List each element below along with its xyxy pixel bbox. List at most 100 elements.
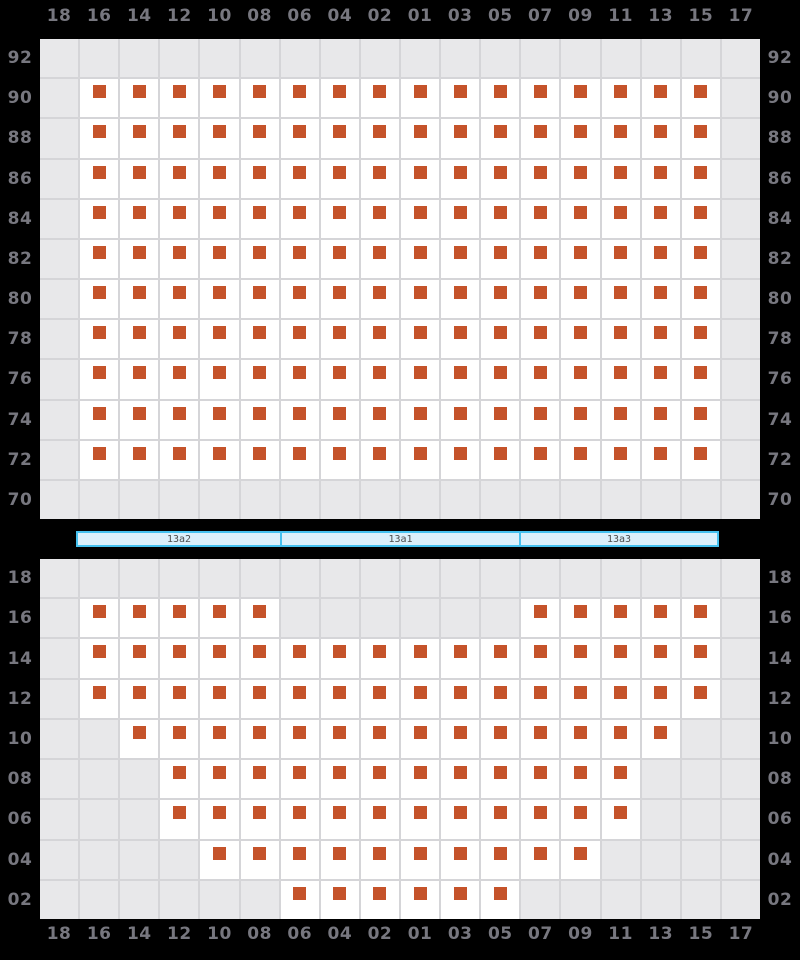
seat-cell[interactable]	[360, 199, 399, 238]
seat-cell[interactable]	[400, 760, 440, 799]
seat-cell[interactable]	[360, 440, 399, 479]
seat-cell[interactable]	[360, 719, 399, 759]
seat-cell[interactable]	[521, 679, 560, 718]
seat-cell[interactable]	[160, 119, 199, 158]
seat-cell[interactable]	[641, 599, 680, 638]
seat-cell[interactable]	[320, 880, 359, 919]
seat-cell[interactable]	[200, 400, 239, 439]
seat-cell[interactable]	[481, 800, 520, 839]
seat-cell[interactable]	[561, 199, 600, 238]
seat-cell[interactable]	[561, 360, 600, 399]
seat-cell[interactable]	[360, 400, 399, 439]
seat-cell[interactable]	[601, 199, 640, 238]
seat-cell[interactable]	[320, 760, 359, 799]
seat-cell[interactable]	[320, 639, 359, 678]
seat-cell[interactable]	[120, 719, 159, 759]
seat-cell[interactable]	[521, 639, 560, 678]
seat-cell[interactable]	[80, 440, 119, 479]
seat-cell[interactable]	[360, 159, 399, 198]
seat-cell[interactable]	[561, 599, 600, 638]
seat-cell[interactable]	[160, 239, 199, 278]
seat-cell[interactable]	[441, 159, 480, 198]
seat-cell[interactable]	[400, 639, 440, 678]
seat-cell[interactable]	[481, 400, 520, 439]
seat-cell[interactable]	[160, 639, 199, 678]
seat-cell[interactable]	[521, 719, 560, 759]
seat-cell[interactable]	[561, 400, 600, 439]
seat-cell[interactable]	[441, 800, 480, 839]
seat-cell[interactable]	[200, 280, 239, 319]
seat-cell[interactable]	[601, 79, 640, 118]
seat-cell[interactable]	[280, 280, 319, 319]
seat-cell[interactable]	[120, 400, 159, 439]
seat-cell[interactable]	[441, 119, 480, 158]
seat-cell[interactable]	[400, 880, 440, 919]
seat-cell[interactable]	[641, 159, 680, 198]
seat-cell[interactable]	[200, 360, 239, 399]
seat-cell[interactable]	[360, 360, 399, 399]
seat-cell[interactable]	[641, 719, 680, 759]
seat-cell[interactable]	[441, 760, 480, 799]
seat-cell[interactable]	[280, 840, 319, 879]
seat-cell[interactable]	[521, 360, 560, 399]
seat-cell[interactable]	[601, 719, 640, 759]
seat-cell[interactable]	[681, 79, 720, 118]
seat-cell[interactable]	[521, 400, 560, 439]
seat-cell[interactable]	[160, 360, 199, 399]
seat-cell[interactable]	[120, 199, 159, 238]
seat-cell[interactable]	[521, 440, 560, 479]
seat-cell[interactable]	[481, 760, 520, 799]
seat-cell[interactable]	[200, 199, 239, 238]
seat-cell[interactable]	[320, 400, 359, 439]
seat-cell[interactable]	[280, 239, 319, 278]
seat-cell[interactable]	[441, 280, 480, 319]
seat-cell[interactable]	[481, 119, 520, 158]
seat-cell[interactable]	[641, 79, 680, 118]
seat-cell[interactable]	[641, 360, 680, 399]
seat-cell[interactable]	[240, 280, 279, 319]
seat-cell[interactable]	[120, 639, 159, 678]
seat-cell[interactable]	[400, 800, 440, 839]
seat-cell[interactable]	[80, 639, 119, 678]
seat-cell[interactable]	[360, 119, 399, 158]
seat-cell[interactable]	[320, 440, 359, 479]
seat-cell[interactable]	[360, 840, 399, 879]
seat-cell[interactable]	[521, 760, 560, 799]
seat-cell[interactable]	[601, 599, 640, 638]
seat-cell[interactable]	[240, 400, 279, 439]
seat-cell[interactable]	[561, 119, 600, 158]
seat-cell[interactable]	[481, 639, 520, 678]
seat-cell[interactable]	[200, 840, 239, 879]
seat-cell[interactable]	[521, 79, 560, 118]
seat-cell[interactable]	[120, 320, 159, 359]
seat-cell[interactable]	[441, 440, 480, 479]
seat-cell[interactable]	[280, 119, 319, 158]
seat-cell[interactable]	[200, 79, 239, 118]
seat-cell[interactable]	[360, 760, 399, 799]
seat-cell[interactable]	[601, 159, 640, 198]
seat-cell[interactable]	[481, 840, 520, 879]
seat-cell[interactable]	[320, 800, 359, 839]
seat-cell[interactable]	[320, 159, 359, 198]
seat-cell[interactable]	[120, 280, 159, 319]
seat-cell[interactable]	[561, 239, 600, 278]
seat-cell[interactable]	[240, 840, 279, 879]
seat-cell[interactable]	[481, 320, 520, 359]
seat-cell[interactable]	[240, 599, 279, 638]
seat-cell[interactable]	[280, 159, 319, 198]
seat-cell[interactable]	[641, 320, 680, 359]
seat-cell[interactable]	[481, 880, 520, 919]
seat-cell[interactable]	[561, 639, 600, 678]
seat-cell[interactable]	[641, 119, 680, 158]
seat-cell[interactable]	[120, 679, 159, 718]
seat-cell[interactable]	[561, 159, 600, 198]
seat-cell[interactable]	[360, 800, 399, 839]
seat-cell[interactable]	[160, 599, 199, 638]
seat-cell[interactable]	[400, 719, 440, 759]
seat-cell[interactable]	[601, 239, 640, 278]
seat-cell[interactable]	[200, 800, 239, 839]
seat-cell[interactable]	[441, 880, 480, 919]
seat-cell[interactable]	[360, 679, 399, 718]
seat-cell[interactable]	[160, 440, 199, 479]
seat-cell[interactable]	[441, 320, 480, 359]
